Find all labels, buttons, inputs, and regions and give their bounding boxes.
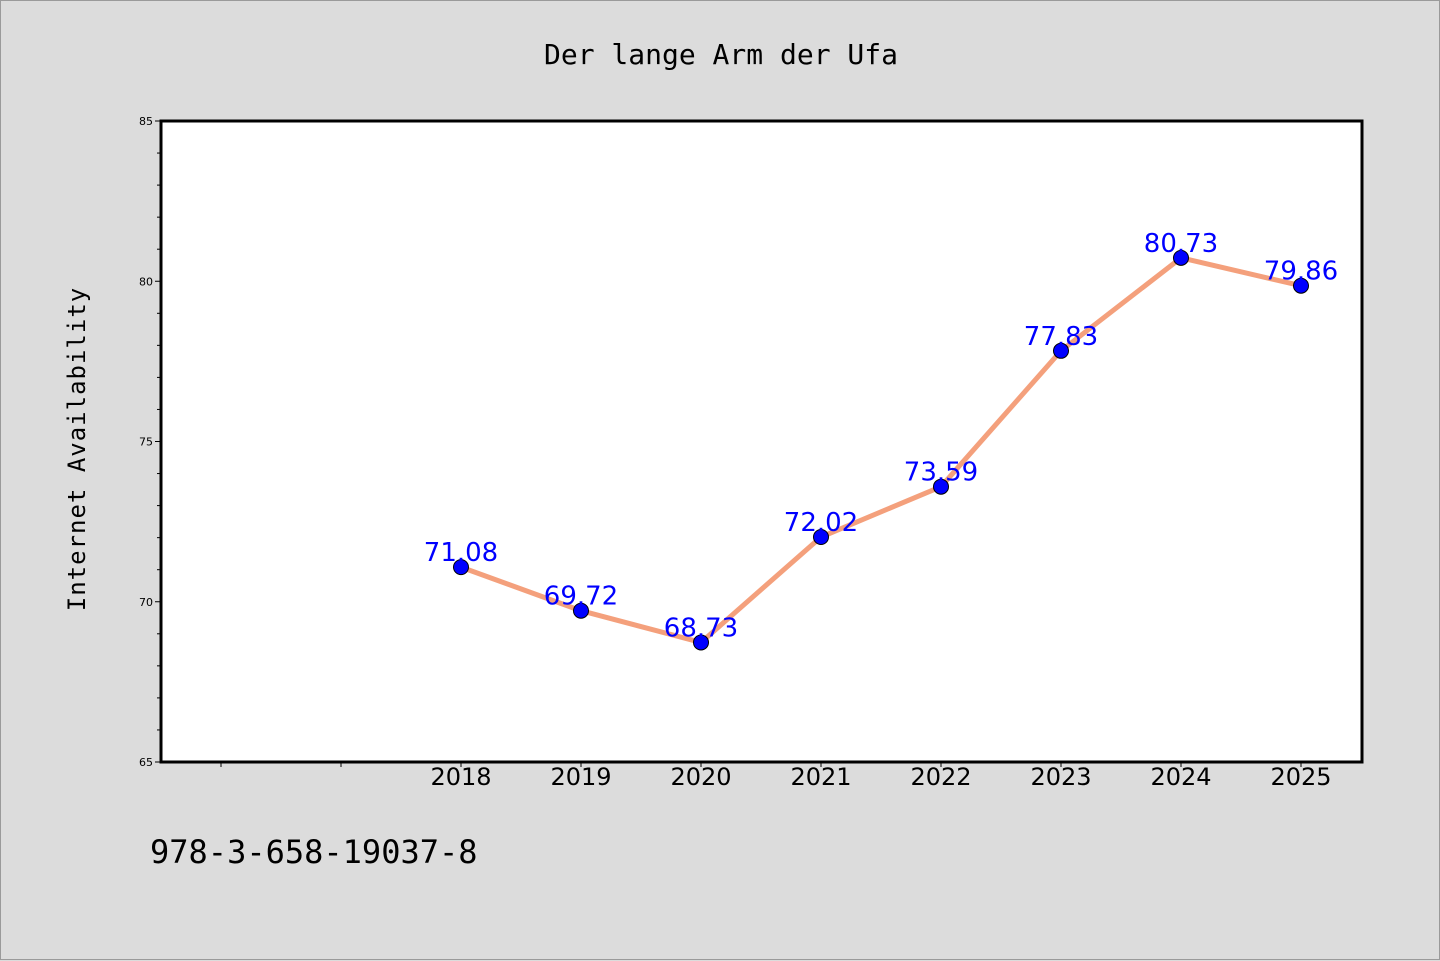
x-tick-label: 2020 [670,763,731,791]
data-label: 79.86 [1264,257,1338,287]
x-tick-label: 2021 [790,763,851,791]
data-point [813,529,829,546]
data-point [453,559,469,576]
axis-ticks: 65 70 75 80 85 2018 2019 2020 2021 2022 2023 2024 20… [139,115,1332,791]
footer-code: 978-3-658-19037-8 [150,833,478,871]
x-tick-label: 2022 [910,763,971,791]
y-tick-label: 80 [139,275,153,288]
y-tick-label: 85 [139,115,153,128]
x-tick-label: 2025 [1270,763,1331,791]
plot-area [161,121,1362,762]
data-point [1173,249,1189,266]
data-label: 80.73 [1144,229,1218,259]
data-series [453,249,1309,651]
data-label: 73.59 [904,458,978,488]
x-tick-label: 2023 [1030,763,1091,791]
data-point [933,478,949,495]
y-tick-label: 75 [139,436,153,449]
plot-frame [159,119,1364,764]
data-label: 68.73 [664,613,738,643]
data-label: 69.72 [544,582,618,612]
data-point [693,634,709,651]
y-tick-label: 65 [139,756,153,769]
data-label: 72.02 [784,508,858,538]
chart-title: Der lange Arm der Ufa [544,38,898,71]
data-label: 77.83 [1024,322,1098,352]
data-point [1053,342,1069,359]
x-tick-label: 2018 [430,763,491,791]
y-axis-label: Internet Availability [63,287,91,611]
x-tick-label: 2024 [1150,763,1211,791]
data-point [573,602,589,619]
data-point [1293,277,1309,294]
data-labels: 71.08 69.72 68.73 72.02 73.59 77.83 80.73 79.86 [424,229,1338,644]
data-label: 71.08 [424,538,498,568]
series-line [458,255,1304,645]
x-tick-label: 2019 [550,763,611,791]
y-tick-label: 70 [139,596,153,609]
